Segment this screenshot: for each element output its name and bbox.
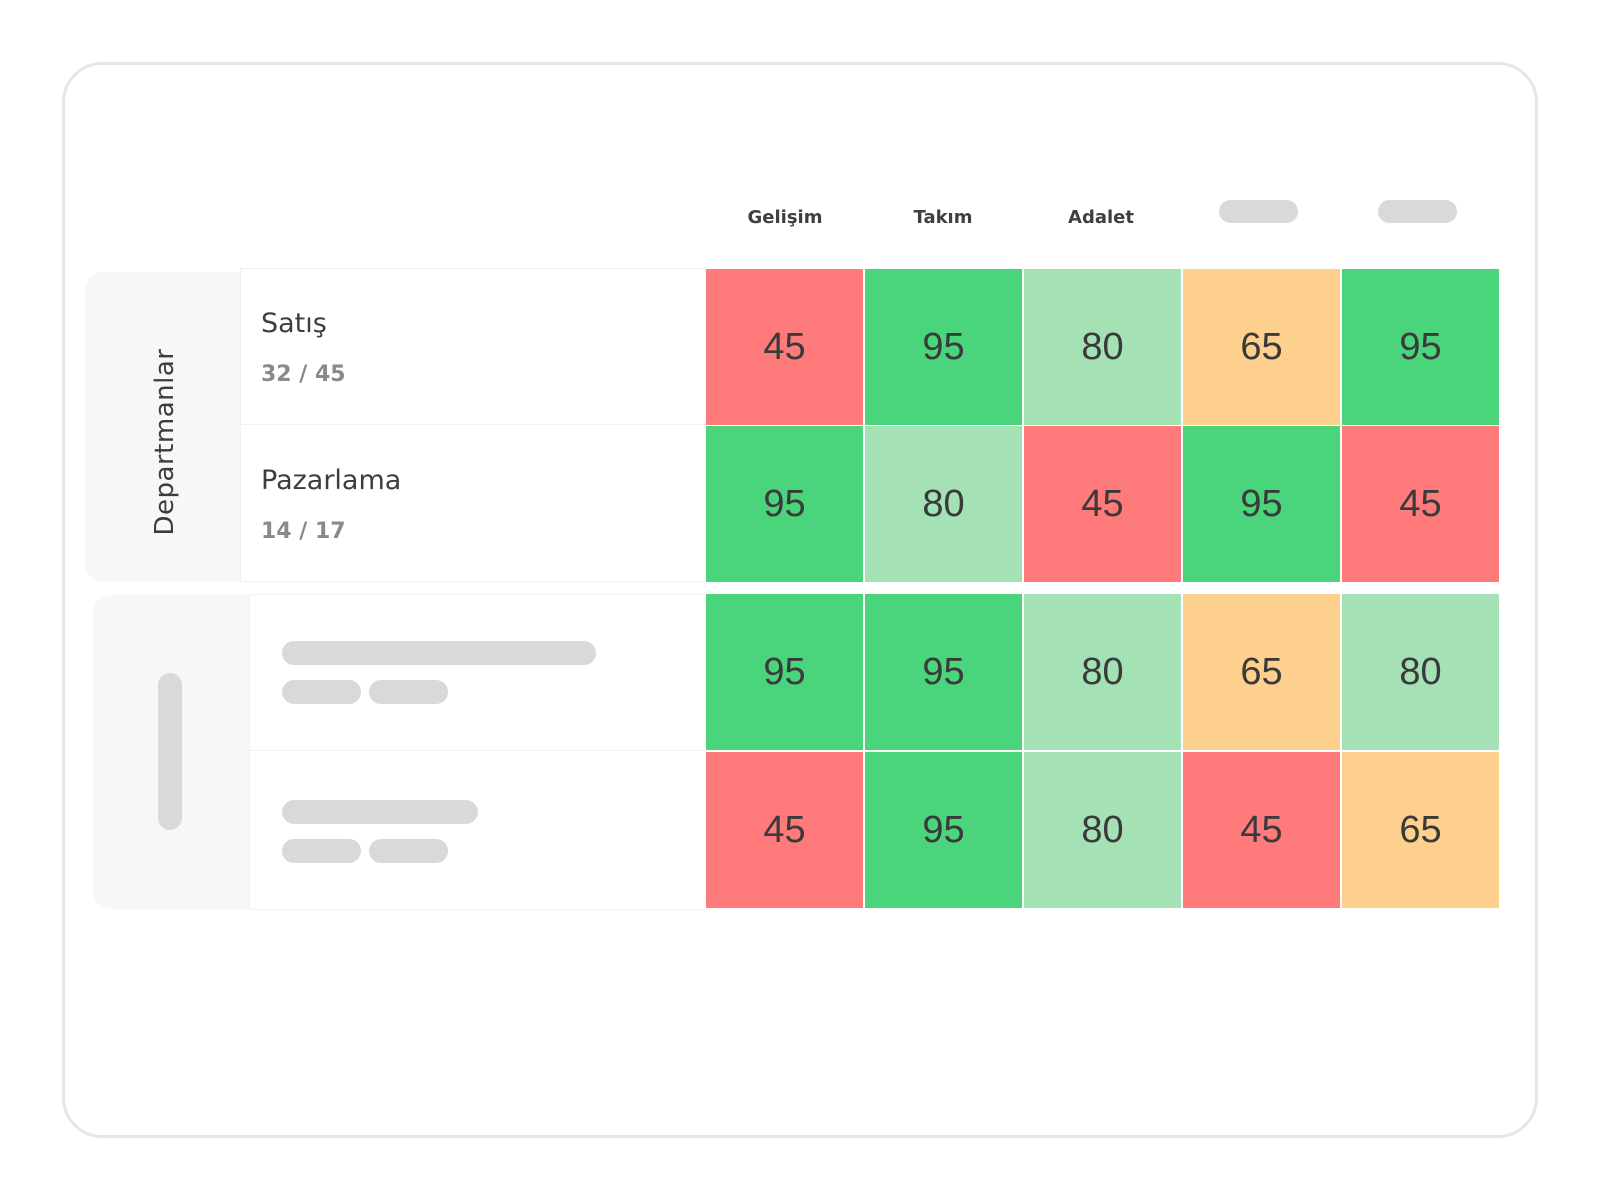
placeholder-row-title (282, 800, 478, 824)
heatmap-cell[interactable]: 45 (1183, 752, 1340, 908)
row-divider (240, 424, 706, 425)
placeholder-row-meta (282, 680, 361, 704)
heatmap-cell[interactable]: 95 (865, 594, 1022, 750)
row-name: Pazarlama (261, 465, 402, 496)
heatmap-cell[interactable]: 95 (865, 269, 1022, 425)
heatmap-cell[interactable]: 95 (706, 594, 863, 750)
heatmap-cell[interactable]: 65 (1183, 269, 1340, 425)
row-name: Satış (261, 308, 327, 339)
heatmap-cell[interactable]: 45 (706, 269, 863, 425)
heatmap-cell[interactable]: 80 (1024, 752, 1181, 908)
heatmap-cell[interactable]: 95 (1342, 269, 1499, 425)
heatmap-cell[interactable]: 65 (1342, 752, 1499, 908)
column-header-gelisim[interactable]: Gelişim (747, 207, 823, 228)
heatmap-cell[interactable]: 80 (865, 426, 1022, 582)
placeholder-row-meta (369, 839, 448, 863)
column-header-placeholder (1378, 200, 1457, 223)
heatmap-cell[interactable]: 95 (1183, 426, 1340, 582)
column-header-takim[interactable]: Takım (913, 207, 973, 228)
heatmap-cell[interactable]: 80 (1342, 594, 1499, 750)
placeholder-row-title (282, 641, 596, 665)
heatmap-cell[interactable]: 65 (1183, 594, 1340, 750)
group-label: Departmanlar (150, 348, 180, 536)
placeholder-group-label (158, 673, 182, 830)
placeholder-row-meta (369, 680, 448, 704)
heatmap-cell[interactable]: 45 (1024, 426, 1181, 582)
placeholder-row-meta (282, 839, 361, 863)
row-divider (249, 750, 706, 751)
heatmap-cell[interactable]: 95 (706, 426, 863, 582)
column-header-placeholder (1219, 200, 1298, 223)
column-header-adalet[interactable]: Adalet (1068, 207, 1134, 228)
group-side-panel (85, 272, 245, 582)
row-count: 14 / 17 (261, 519, 346, 544)
row-count: 32 / 45 (261, 362, 346, 387)
group-row-panel (240, 268, 706, 582)
heatmap-cell[interactable]: 45 (706, 752, 863, 908)
heatmap-cell[interactable]: 95 (865, 752, 1022, 908)
heatmap-cell[interactable]: 80 (1024, 594, 1181, 750)
heatmap-cell[interactable]: 45 (1342, 426, 1499, 582)
heatmap-cell[interactable]: 80 (1024, 269, 1181, 425)
